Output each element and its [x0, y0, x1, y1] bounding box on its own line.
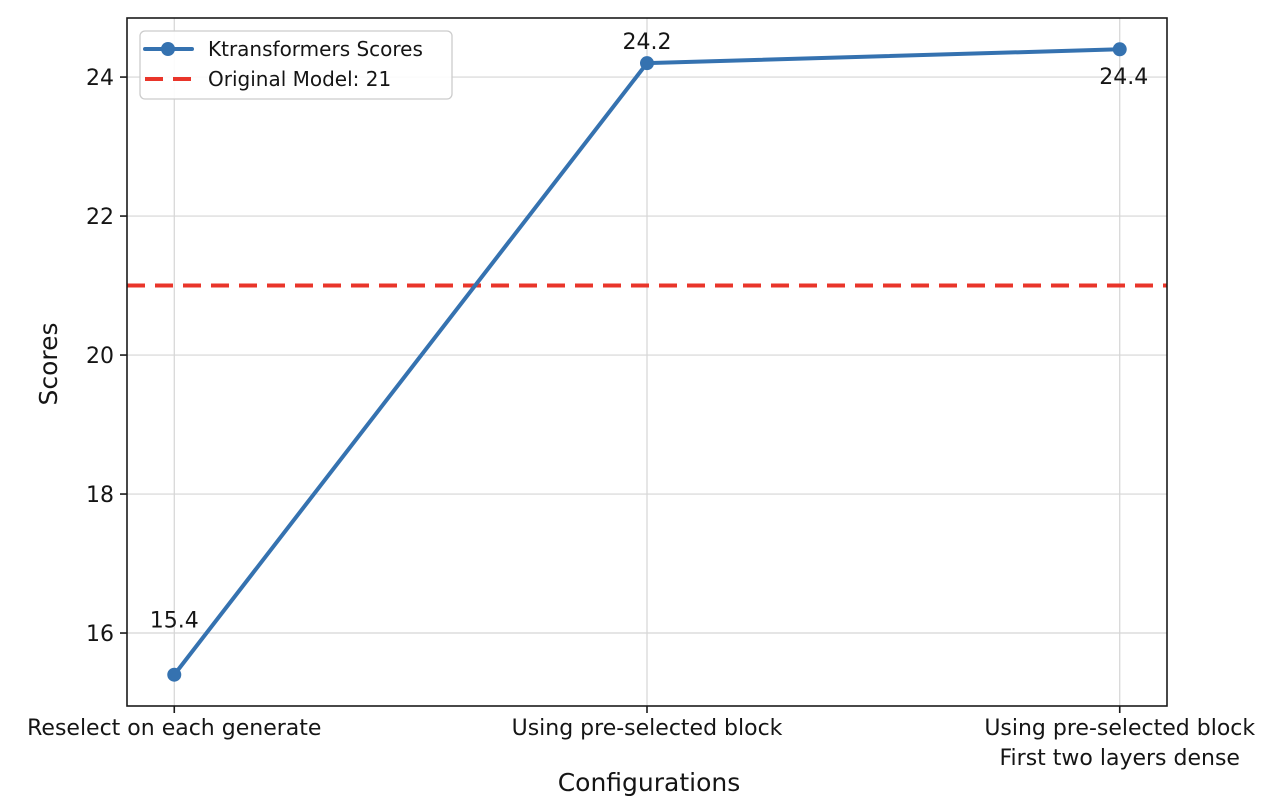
data-point-label: 15.4 [150, 609, 199, 634]
legend-entry-label: Ktransformers Scores [208, 37, 423, 61]
y-tick-label: 22 [86, 205, 114, 230]
y-tick-label: 16 [86, 622, 114, 647]
y-tick-label: 20 [86, 344, 114, 369]
x-tick-label: Using pre-selected block [984, 716, 1255, 741]
y-tick-label: 18 [86, 483, 114, 508]
x-tick-label: Reselect on each generate [27, 716, 321, 741]
data-point-marker [167, 667, 182, 682]
legend-box [139, 30, 453, 100]
x-tick-label: First two layers dense [1000, 746, 1240, 771]
x-axis-title: Configurations [558, 768, 741, 797]
data-point-label: 24.4 [1099, 65, 1148, 90]
legend-entry-label: Original Model: 21 [208, 67, 391, 91]
x-tick-label: Using pre-selected block [512, 716, 783, 741]
legend-marker-sample [161, 42, 175, 56]
data-point-label: 24.2 [623, 30, 672, 55]
data-point-marker [1112, 42, 1127, 57]
data-point-marker [640, 56, 654, 71]
y-axis-title: Scores [34, 322, 63, 405]
y-tick-label: 24 [86, 66, 114, 91]
